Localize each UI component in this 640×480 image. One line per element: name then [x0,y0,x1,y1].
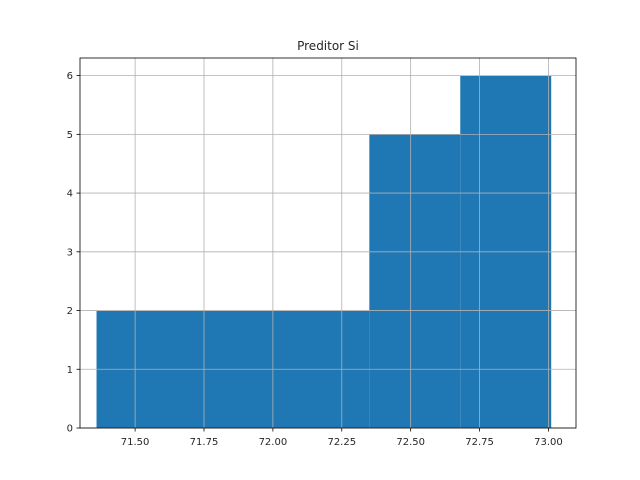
chart-title: Preditor Si [297,39,359,53]
histogram-bar-1 [369,134,461,428]
x-tick-label: 71.50 [121,437,150,448]
grid [80,58,576,429]
axes-frame [79,57,577,429]
y-tick-label: 5 [67,130,73,141]
y-tick-label: 6 [67,71,73,82]
y-tick-label: 2 [67,306,73,317]
x-tick-label: 72.50 [396,437,425,448]
y-tick-label: 0 [67,424,73,435]
x-tick-label: 72.25 [327,437,356,448]
x-tick-label: 72.75 [465,437,494,448]
x-tick-label: 72.00 [259,437,288,448]
x-tick-label: 71.75 [190,437,219,448]
ticks: 71.50 71.75 72.00 72.25 72.50 72.75 73.00 0 1 2 3 4… [67,71,563,448]
y-tick-label: 1 [67,365,73,376]
axes [79,57,577,429]
y-tick-label: 4 [67,189,73,200]
x-tick-label: 73.00 [534,437,563,448]
y-tick-label: 3 [67,247,73,258]
